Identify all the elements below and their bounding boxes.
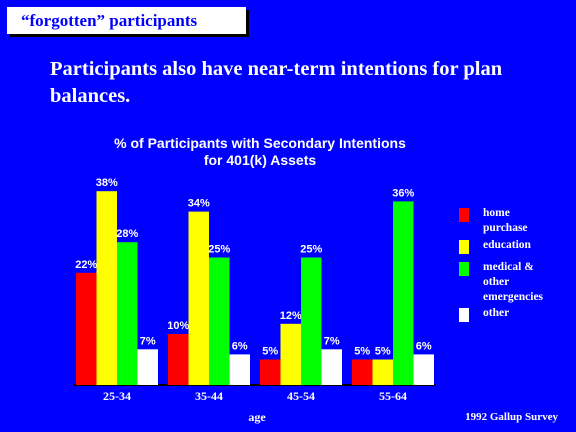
bar — [352, 359, 373, 385]
bar — [280, 323, 301, 385]
legend-label: medical & — [483, 261, 534, 273]
bar-data-label: 25% — [300, 244, 322, 256]
chart-title-line: % of Participants with Secondary Intenti… — [114, 135, 406, 151]
bar-data-label: 28% — [116, 228, 138, 240]
legend-label: emergencies — [483, 291, 544, 303]
bar — [260, 359, 281, 385]
legend-label: other — [483, 276, 509, 288]
bar-data-label: 36% — [392, 187, 414, 199]
bar — [137, 349, 158, 385]
slide-headline: Participants also have near-term intenti… — [50, 58, 503, 107]
bar-data-label: 22% — [75, 259, 97, 271]
legend-swatch — [459, 240, 469, 254]
legend-label: home — [483, 207, 510, 219]
legend-swatch — [459, 262, 469, 276]
bar-data-label: 6% — [416, 340, 432, 352]
x-tick-label: 45-54 — [287, 389, 315, 403]
bar — [393, 201, 414, 385]
bar-data-label: 6% — [232, 340, 248, 352]
bar-data-label: 12% — [280, 310, 302, 322]
bar-data-label: 25% — [208, 244, 230, 256]
legend-swatch — [459, 308, 469, 322]
x-tick-label: 35-44 — [195, 389, 223, 403]
bar — [188, 211, 209, 385]
bar — [372, 359, 393, 385]
x-tick-label: 55-64 — [379, 389, 407, 403]
bar-data-label: 10% — [167, 320, 189, 332]
x-axis-label: age — [248, 410, 266, 424]
x-tick-label: 25-34 — [103, 389, 131, 403]
bar — [76, 272, 97, 385]
bar — [301, 257, 322, 385]
legend-label: other — [483, 307, 509, 319]
chart-title-line: for 401(k) Assets — [204, 152, 317, 168]
bar — [413, 354, 434, 385]
bar — [229, 354, 250, 385]
slide-tag: “forgotten” participants — [7, 7, 246, 34]
bar-data-label: 5% — [354, 346, 370, 358]
legend-label: purchase — [483, 222, 528, 234]
bar — [117, 242, 138, 385]
bar-data-label: 5% — [262, 346, 278, 358]
legend-label: education — [483, 239, 532, 251]
bar — [321, 349, 342, 385]
bar-data-label: 34% — [188, 198, 210, 210]
bar-data-label: 7% — [140, 335, 156, 347]
bar — [168, 334, 189, 385]
legend-swatch — [459, 208, 469, 222]
bar-data-label: 38% — [96, 177, 118, 189]
bar-data-label: 5% — [375, 346, 391, 358]
bar — [209, 257, 230, 385]
bar — [96, 191, 117, 385]
source-note: 1992 Gallup Survey — [465, 411, 558, 423]
bar-data-label: 7% — [324, 335, 340, 347]
